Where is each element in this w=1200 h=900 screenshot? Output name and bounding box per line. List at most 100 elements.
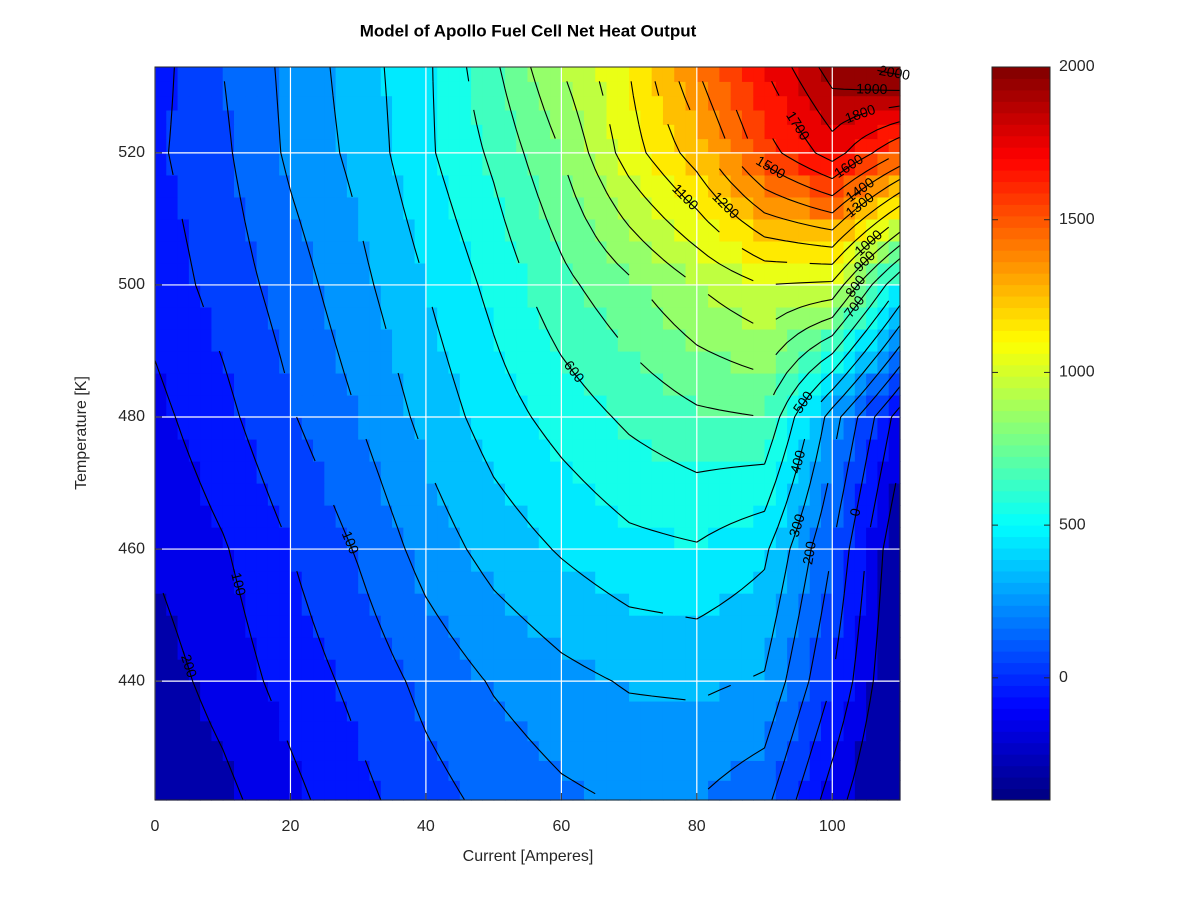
contour-cell [234,138,246,154]
contour-cell [595,138,608,154]
contour-cell [166,637,179,660]
contour-cell [719,700,732,722]
contour-cell [741,109,754,125]
contour-cell [674,372,687,396]
contour-cell [888,372,901,396]
contour-cell [471,593,483,616]
x-tick-label: 80 [688,818,706,835]
contour-cell [640,637,653,660]
contour-cell [155,240,167,264]
contour-cell [708,218,720,242]
contour-cell [301,461,314,484]
contour-cell [798,637,811,660]
contour-cell [595,284,608,308]
contour-cell [651,505,664,528]
contour-cell [843,549,856,572]
colorbar-swatch [992,685,1050,698]
contour-cell [279,416,292,440]
contour-cell [267,740,280,761]
contour-cell [290,109,303,125]
contour-line [162,482,897,801]
contour-cell [358,780,371,801]
contour-cell [572,152,585,176]
contour-cell [719,67,732,82]
contour-cell [200,81,213,97]
contour-cell [166,138,179,154]
contour-cell [741,81,754,97]
contour-cell [437,439,450,462]
contour-cell [279,262,292,286]
contour-cell [392,700,404,722]
colorbar-swatch [992,559,1050,572]
contour-cell [448,527,461,550]
contour-cell [674,350,687,374]
colorbar-swatch [992,135,1050,148]
contour-cell [583,593,596,616]
contour-cell [798,720,811,742]
contour-cell [651,720,664,742]
contour-cell [764,262,777,286]
contour-cell [662,439,675,462]
contour-cell [279,394,292,418]
contour-cell [843,681,856,702]
contour-cell [437,700,450,722]
contour-cell [414,439,427,462]
contour-cell [787,483,800,506]
contour-cell [358,138,371,154]
colorbar-swatch [992,433,1050,446]
contour-cell [888,394,901,418]
contour-cell [617,461,630,484]
contour-cell [888,483,901,506]
contour-cell [222,81,235,97]
contour-cell [854,483,867,506]
contour-cell [741,67,754,82]
contour-cell [403,328,416,352]
contour-cell [730,571,743,594]
contour-cell [245,760,258,781]
contour-cell [313,571,325,594]
contour-cell [820,196,833,220]
contour-cell [234,593,246,616]
contour-cell [640,328,653,352]
colorbar-swatch [992,376,1050,389]
contour-cell [471,306,483,330]
contour-cell [200,700,213,722]
contour-cell [696,439,709,462]
contour-cell [358,740,371,761]
contour-cell [335,740,348,761]
contour-cell [730,328,743,352]
contour-cell [188,681,201,702]
contour-cell [358,637,371,660]
contour-cell [256,124,269,140]
contour-cell [696,262,709,286]
contour-cell [290,67,303,82]
contour-cell [425,461,438,484]
contour-cell [583,152,596,176]
contour-cell [730,416,743,440]
contour-cell [358,306,371,330]
contour-cell [392,284,404,308]
colorbar-swatch [992,67,1050,79]
contour-cell [595,394,608,418]
contour-cell [256,527,269,550]
contour-cell [290,328,303,352]
contour-cell [301,67,314,82]
contour-cell [369,760,382,781]
contour-cell [606,284,619,308]
contour-cell [245,615,258,638]
contour-cell [820,372,833,396]
contour-cell [561,394,574,418]
contour-cell [211,240,224,264]
contour-cell [595,124,608,140]
contour-cell [448,659,461,682]
contour-cell [820,637,833,660]
contour-cell [741,152,754,176]
contour-cell [380,109,393,125]
contour-cell [843,174,856,198]
contour-cell [335,394,348,418]
contour-cell [787,196,800,220]
contour-cell [200,394,213,418]
contour-cell [640,124,653,140]
contour-cell [651,284,664,308]
colorbar-swatch [992,731,1050,744]
